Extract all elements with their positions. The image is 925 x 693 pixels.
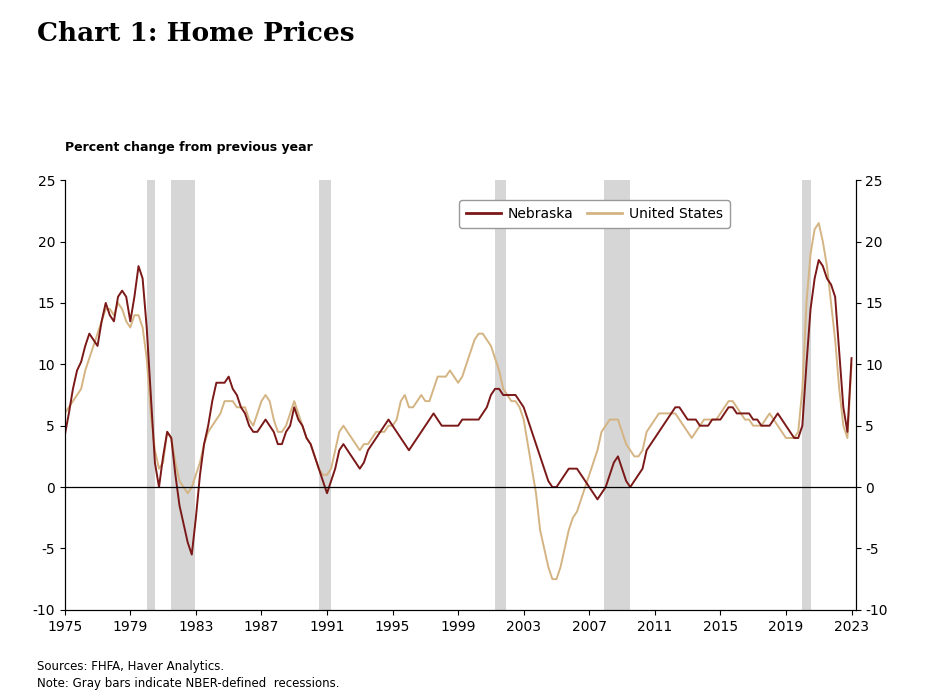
Bar bbox=[171, 180, 194, 610]
Bar bbox=[147, 180, 154, 610]
Text: Sources: FHFA, Haver Analytics.
Note: Gray bars indicate NBER-defined  recession: Sources: FHFA, Haver Analytics. Note: Gr… bbox=[37, 660, 339, 690]
Text: Chart 1: Home Prices: Chart 1: Home Prices bbox=[37, 21, 354, 46]
Bar bbox=[495, 180, 506, 610]
Legend: Nebraska, United States: Nebraska, United States bbox=[459, 200, 730, 228]
Bar bbox=[319, 180, 331, 610]
Bar bbox=[604, 180, 630, 610]
Bar bbox=[802, 180, 810, 610]
Text: Percent change from previous year: Percent change from previous year bbox=[65, 141, 313, 155]
